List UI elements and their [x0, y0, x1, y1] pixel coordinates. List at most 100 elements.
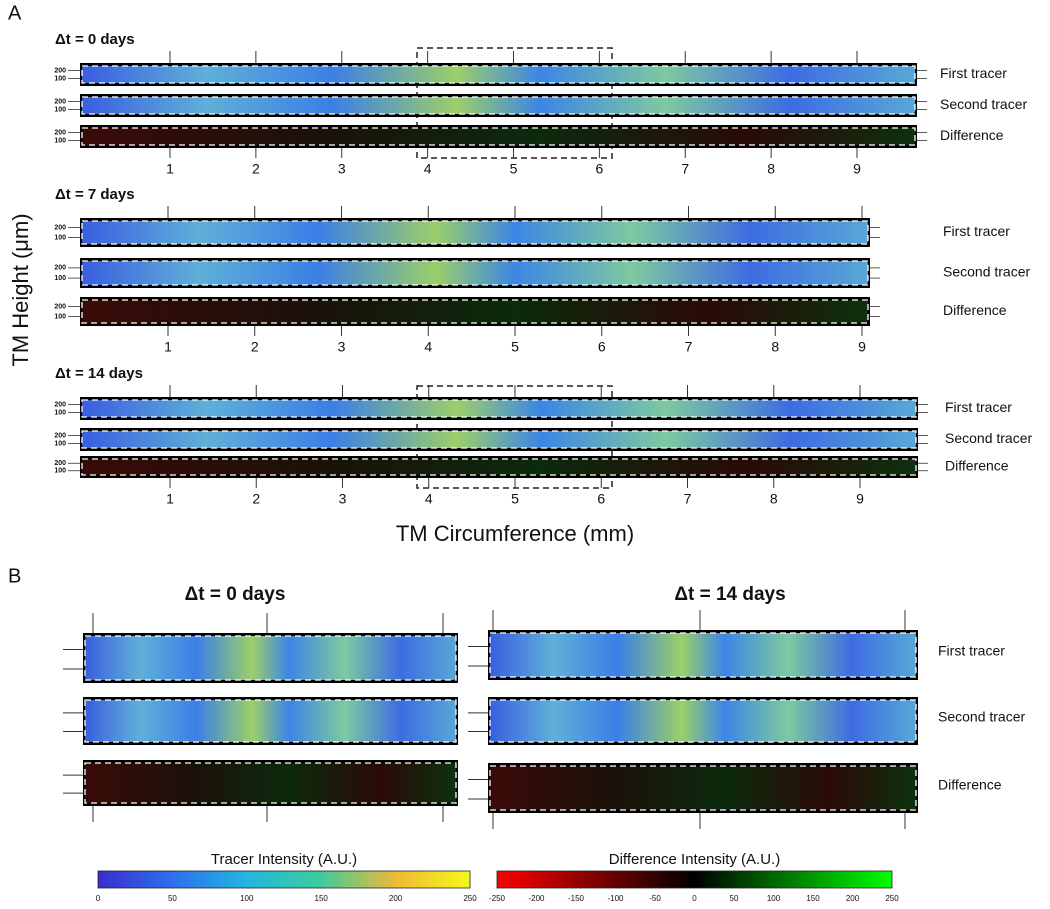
- x-tick-label: 4: [424, 339, 432, 355]
- strip-image: [82, 128, 915, 145]
- x-tick-label: 3: [338, 339, 346, 355]
- height-tick-label: 100: [54, 234, 66, 241]
- x-tick-label: 7: [684, 491, 692, 507]
- tissue-outline: [489, 632, 917, 678]
- colorbar-tick-label: 150: [315, 894, 329, 903]
- colorbar-tick-label: -100: [607, 894, 624, 903]
- colorbar-tick-label: 200: [389, 894, 403, 903]
- strip-image: [82, 431, 916, 448]
- colorbar: [496, 870, 893, 889]
- strip-image: [82, 221, 868, 244]
- row-label: Second tracer: [938, 709, 1025, 725]
- x-tick-label: 8: [767, 161, 775, 177]
- x-axis-label: TM Circumference (mm): [396, 521, 634, 546]
- height-tick-label: 200: [54, 67, 66, 74]
- x-tick-label: 7: [681, 161, 689, 177]
- colorbar-tick-label: 200: [846, 894, 860, 903]
- strip-image: [82, 300, 868, 323]
- y-axis-label: TM Height (μm): [8, 213, 33, 366]
- strip-image: [490, 766, 916, 810]
- strip-image: [82, 459, 916, 475]
- group-title: Δt = 7 days: [55, 186, 135, 203]
- tissue-outline: [81, 260, 869, 286]
- x-tick-label: 6: [595, 161, 603, 177]
- tissue-outline: [81, 220, 869, 245]
- tissue-outline: [84, 699, 457, 743]
- tissue-outline: [81, 458, 917, 476]
- height-tick-label: 100: [54, 313, 66, 320]
- row-label: Difference: [945, 458, 1009, 474]
- x-tick-label: 1: [166, 161, 174, 177]
- x-tick-label: 2: [252, 161, 260, 177]
- row-label: Second tracer: [943, 264, 1030, 280]
- tissue-outline: [84, 635, 457, 681]
- colorbar-tick-label: -150: [568, 894, 585, 903]
- group-title: Δt = 0 days: [55, 31, 135, 48]
- height-tick-label: 200: [54, 98, 66, 105]
- tissue-outline: [489, 699, 917, 743]
- tissue-outline: [489, 765, 917, 811]
- row-label: First tracer: [938, 643, 1005, 659]
- panel-title: Δt = 0 days: [185, 584, 286, 605]
- height-tick-label: 100: [54, 137, 66, 144]
- height-tick-label: 100: [54, 468, 66, 475]
- colorbar-title: Difference Intensity (A.U.): [609, 851, 780, 868]
- x-tick-label: 1: [164, 339, 172, 355]
- row-label: Second tracer: [940, 96, 1027, 112]
- colorbar-tick-label: 250: [463, 894, 477, 903]
- row-label: Difference: [938, 777, 1002, 793]
- strip-image: [85, 636, 456, 680]
- x-tick-label: 2: [252, 491, 260, 507]
- tissue-outline: [81, 96, 916, 115]
- x-tick-label: 5: [511, 491, 519, 507]
- row-label: First tracer: [945, 399, 1012, 415]
- height-tick-label: 100: [54, 409, 66, 416]
- tissue-outline: [81, 299, 869, 324]
- group-title: Δt = 14 days: [55, 365, 143, 382]
- colorbar-tick-label: 150: [806, 894, 820, 903]
- x-tick-label: 9: [853, 161, 861, 177]
- x-tick-label: 7: [685, 339, 693, 355]
- panel-title: Δt = 14 days: [674, 584, 785, 605]
- strip-image: [82, 400, 916, 417]
- height-tick-label: 100: [54, 106, 66, 113]
- x-tick-label: 6: [598, 339, 606, 355]
- tissue-outline: [81, 430, 917, 449]
- panel-label: A: [8, 2, 22, 24]
- row-label: Second tracer: [945, 430, 1032, 446]
- height-tick-label: 100: [54, 440, 66, 447]
- tissue-outline: [81, 399, 917, 418]
- strip-image: [82, 261, 868, 285]
- panel-label: B: [8, 565, 21, 587]
- x-tick-label: 3: [338, 161, 346, 177]
- row-label: Difference: [943, 302, 1007, 318]
- x-tick-label: 1: [166, 491, 174, 507]
- x-tick-label: 3: [339, 491, 347, 507]
- x-tick-label: 5: [510, 161, 518, 177]
- x-tick-label: 2: [251, 339, 259, 355]
- height-tick-label: 200: [54, 265, 66, 272]
- x-tick-label: 5: [511, 339, 519, 355]
- colorbar-title: Tracer Intensity (A.U.): [211, 851, 357, 868]
- x-tick-label: 8: [771, 339, 779, 355]
- colorbar-tick-label: 0: [692, 894, 697, 903]
- height-tick-label: 200: [54, 129, 66, 136]
- height-tick-label: 100: [54, 275, 66, 282]
- colorbar-tick-label: 0: [96, 894, 101, 903]
- strip-image: [490, 700, 916, 742]
- colorbar-tick-label: -50: [649, 894, 661, 903]
- x-tick-label: 6: [597, 491, 605, 507]
- x-tick-label: 4: [425, 491, 433, 507]
- row-label: First tracer: [940, 65, 1007, 81]
- colorbar-tick-label: -250: [489, 894, 506, 903]
- height-tick-label: 200: [54, 303, 66, 310]
- tissue-outline: [81, 127, 916, 146]
- strip-image: [85, 763, 456, 803]
- height-tick-label: 200: [54, 401, 66, 408]
- row-label: First tracer: [943, 223, 1010, 239]
- height-tick-label: 200: [54, 460, 66, 467]
- height-tick-label: 100: [54, 75, 66, 82]
- colorbar-tick-label: 250: [885, 894, 899, 903]
- row-label: Difference: [940, 127, 1004, 143]
